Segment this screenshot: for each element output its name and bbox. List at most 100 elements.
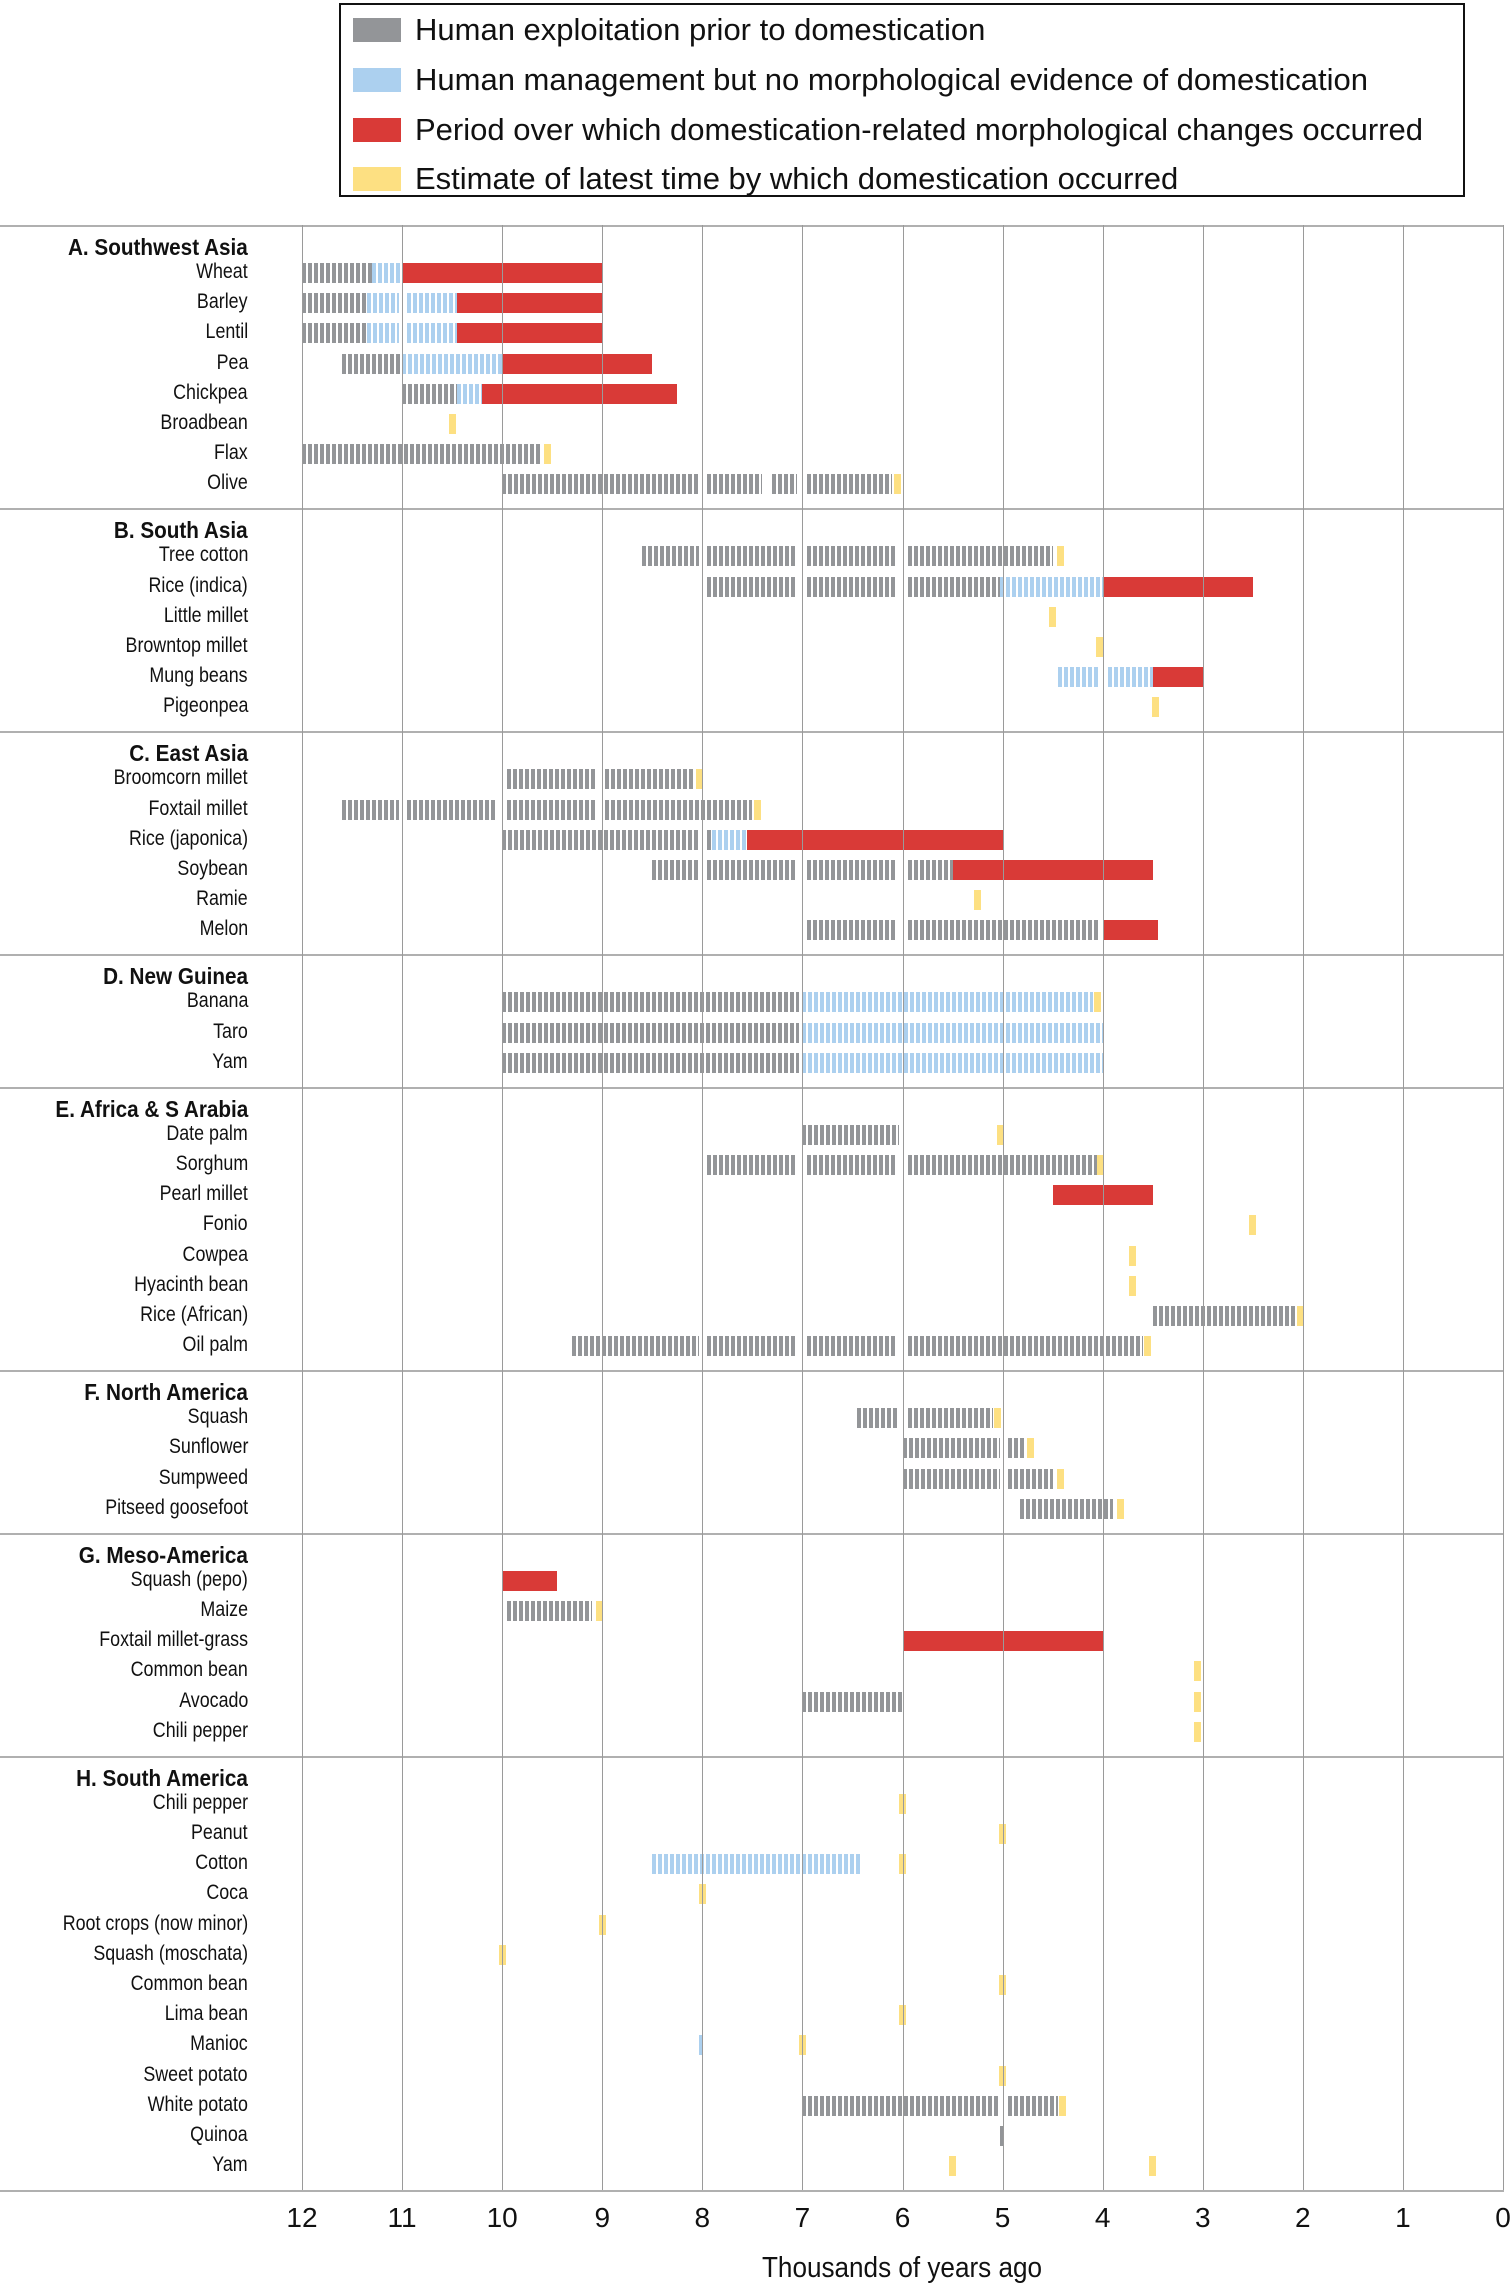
section-divider (0, 1370, 1504, 1373)
bar-estimate (1152, 697, 1160, 718)
crop-label: Broomcorn millet (114, 766, 248, 790)
bar-estimate (1094, 992, 1102, 1013)
crop-label: Coca (206, 1881, 248, 1905)
gridline (702, 225, 704, 2191)
bar-exploitation (907, 860, 953, 880)
crop-label: Barley (197, 290, 248, 314)
x-tick-label: 8 (694, 2202, 711, 2234)
section-title: H. South America (76, 1764, 248, 1791)
bar-exploitation (642, 546, 700, 567)
crop-label: Common bean (130, 1658, 248, 1682)
crop-label: Yam (212, 1049, 248, 1073)
bar-exploitation (802, 1124, 900, 1145)
bar-exploitation (707, 576, 798, 597)
crop-label: Little millet (163, 603, 248, 627)
bar-morphological (952, 860, 1153, 880)
section-divider (0, 2190, 1504, 2193)
bar-exploitation (802, 1691, 903, 1712)
bar-estimate (1117, 1498, 1125, 1519)
gridline (1102, 225, 1104, 2191)
legend: Human exploitation prior to domesticatio… (339, 3, 1465, 197)
crop-label: Chickpea (173, 380, 248, 404)
bar-management (402, 353, 503, 374)
gridline (1202, 225, 1204, 2191)
gridline (602, 225, 604, 2191)
bar-exploitation (707, 474, 763, 495)
section-title: G. Meso-America (78, 1541, 248, 1568)
crop-label: Hyacinth bean (133, 1272, 248, 1296)
bar-morphological (747, 829, 1003, 850)
bar-estimate (543, 444, 551, 465)
bar-management (407, 293, 458, 314)
crop-label: Chili pepper (152, 1790, 248, 1814)
bar-management (1057, 667, 1098, 688)
x-tick-label: 0 (1495, 2202, 1511, 2234)
crop-label: Oil palm (182, 1333, 248, 1357)
section-divider (0, 225, 1504, 227)
bar-morphological (502, 353, 653, 374)
bar-exploitation (302, 444, 543, 465)
bar-exploitation (572, 1336, 700, 1357)
bar-estimate (1059, 2095, 1067, 2116)
crop-label: Ramie (196, 887, 248, 911)
crop-label: Rice (japonica) (128, 826, 248, 850)
bar-management (802, 1022, 1103, 1043)
legend-label: Human exploitation prior to domesticatio… (415, 12, 986, 47)
gridline (1402, 225, 1404, 2191)
crop-label: Root crops (now minor) (62, 1911, 248, 1935)
bar-exploitation (502, 474, 700, 495)
section-divider (0, 508, 1504, 511)
bar-estimate (448, 414, 456, 434)
bar-morphological (457, 323, 603, 344)
bar-exploitation (1019, 1498, 1113, 1519)
bar-exploitation (1007, 1468, 1053, 1489)
bar-exploitation (807, 546, 898, 567)
bar-estimate (1194, 1661, 1202, 1682)
bar-estimate (1144, 1336, 1152, 1357)
gridline (902, 225, 904, 2191)
bar-estimate (1049, 606, 1057, 627)
crop-label: Maize (200, 1598, 248, 1621)
crop-label: Tree cotton (158, 543, 248, 567)
bar-management (999, 576, 1103, 597)
crop-label: Mung beans (149, 664, 248, 688)
bar-estimate (949, 2156, 957, 2177)
bar-estimate (1057, 546, 1065, 567)
crop-label: Taro (213, 1019, 248, 1043)
bar-exploitation (302, 323, 368, 344)
bar-management (802, 992, 1093, 1013)
bar-estimate (753, 799, 761, 820)
legend-item-exploitation: Human exploitation prior to domesticatio… (353, 12, 986, 47)
crop-label: Peanut (191, 1821, 248, 1844)
bar-estimate (1129, 1245, 1137, 1266)
x-tick-label: 2 (1295, 2202, 1311, 2234)
bar-morphological (502, 1570, 558, 1591)
crop-label: Rice (African) (139, 1303, 248, 1326)
bar-exploitation (502, 1052, 800, 1073)
x-tick-label: 10 (486, 2202, 518, 2234)
section-title: C. East Asia (129, 740, 248, 767)
bar-estimate (997, 1124, 1005, 1145)
bar-exploitation (1152, 1306, 1296, 1326)
bar-exploitation (302, 263, 373, 283)
crop-label: Pitseed goosefoot (105, 1495, 248, 1519)
bar-exploitation (342, 353, 403, 374)
bar-exploitation (802, 2095, 1000, 2116)
bar-exploitation (807, 576, 898, 597)
section-divider (0, 731, 1504, 734)
section-divider (0, 1532, 1504, 1535)
bar-estimate (1149, 2156, 1157, 2177)
crop-label: Cotton (195, 1851, 248, 1875)
bar-estimate (994, 1408, 1002, 1429)
section-divider (0, 1086, 1504, 1089)
bar-estimate (1057, 1468, 1065, 1489)
bar-management (367, 293, 400, 314)
bar-morphological (1102, 920, 1158, 941)
crop-label: Browntop millet (125, 634, 248, 657)
x-tick-label: 3 (1194, 2202, 1211, 2234)
x-tick-label: 12 (286, 2202, 318, 2234)
bar-exploitation (605, 769, 696, 790)
crop-label: Chili pepper (152, 1718, 248, 1742)
bar-exploitation (507, 1601, 593, 1621)
bar-exploitation (807, 1336, 898, 1357)
